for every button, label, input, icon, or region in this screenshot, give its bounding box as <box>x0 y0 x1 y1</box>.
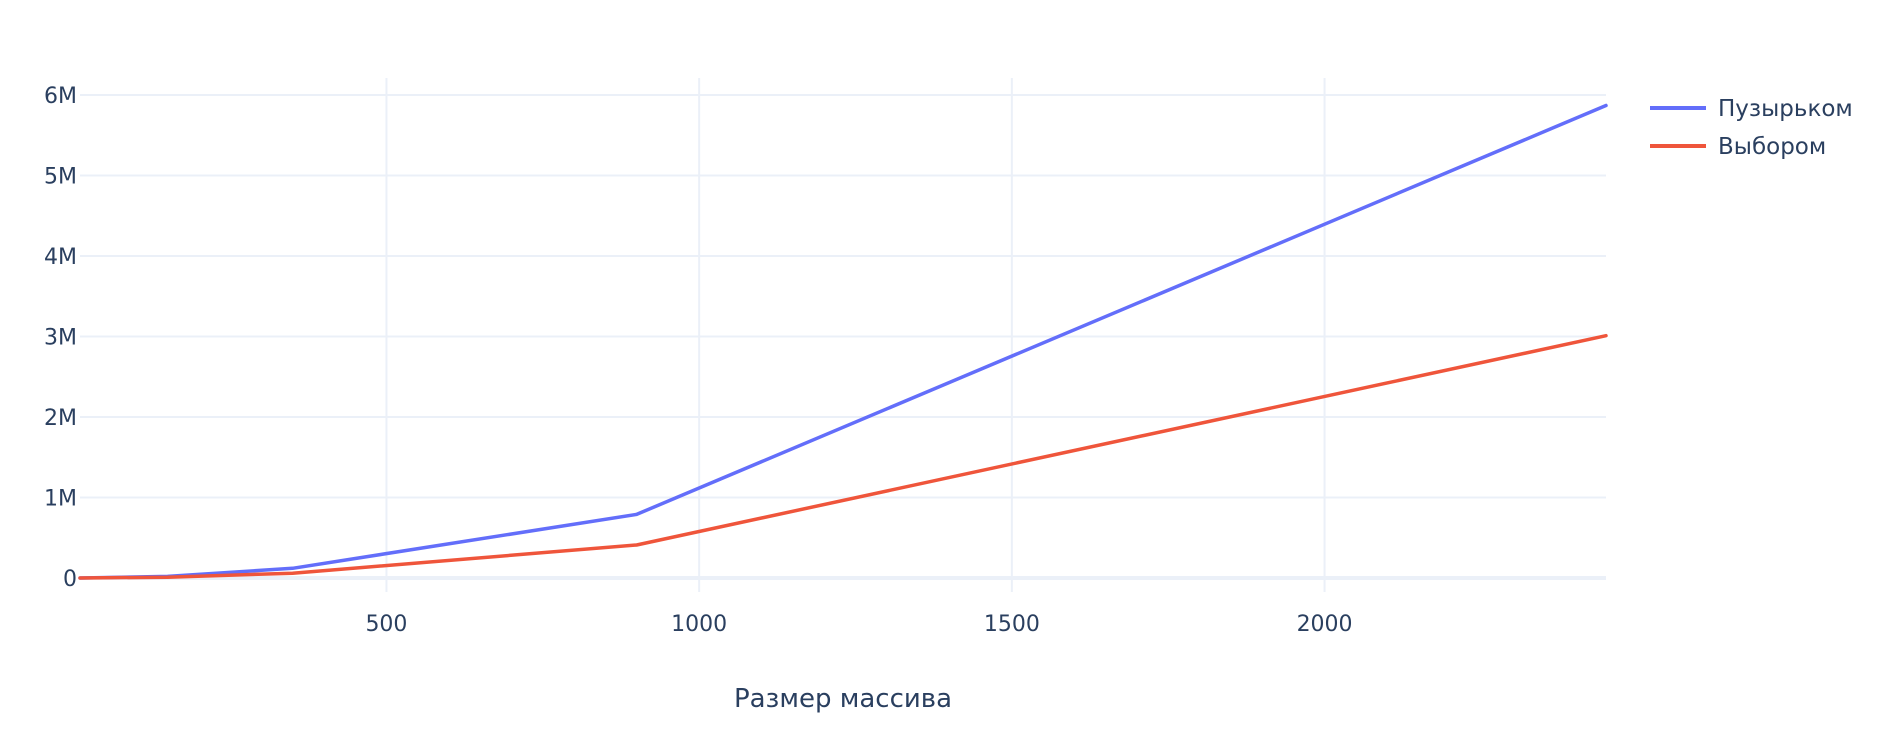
y-tick-label: 1M <box>44 487 77 512</box>
y-tick-label: 2M <box>44 406 77 431</box>
y-tick-label: 3M <box>44 326 77 351</box>
x-tick-label: 1000 <box>671 612 727 637</box>
legend-label: Выбором <box>1718 134 1826 160</box>
x-tick-label: 2000 <box>1297 612 1353 637</box>
x-tick-label: 1500 <box>984 612 1040 637</box>
y-tick-label: 6M <box>44 84 77 109</box>
grid <box>80 78 1606 592</box>
axis-ticks: 500 1000 1500 2000 0 1M 2M 3M 4M 5M 6M <box>44 84 1353 637</box>
series-lines <box>78 103 1608 580</box>
y-tick-label: 5M <box>44 165 77 190</box>
series-line-2 <box>78 333 1608 580</box>
legend-label: Пузырьком <box>1718 96 1853 122</box>
y-tick-label: 0 <box>63 567 77 592</box>
x-tick-label: 500 <box>365 612 407 637</box>
legend: Пузырьком Выбором <box>1650 96 1853 160</box>
y-tick-label: 4M <box>44 245 77 270</box>
x-axis-title: Размер массива <box>734 684 952 714</box>
